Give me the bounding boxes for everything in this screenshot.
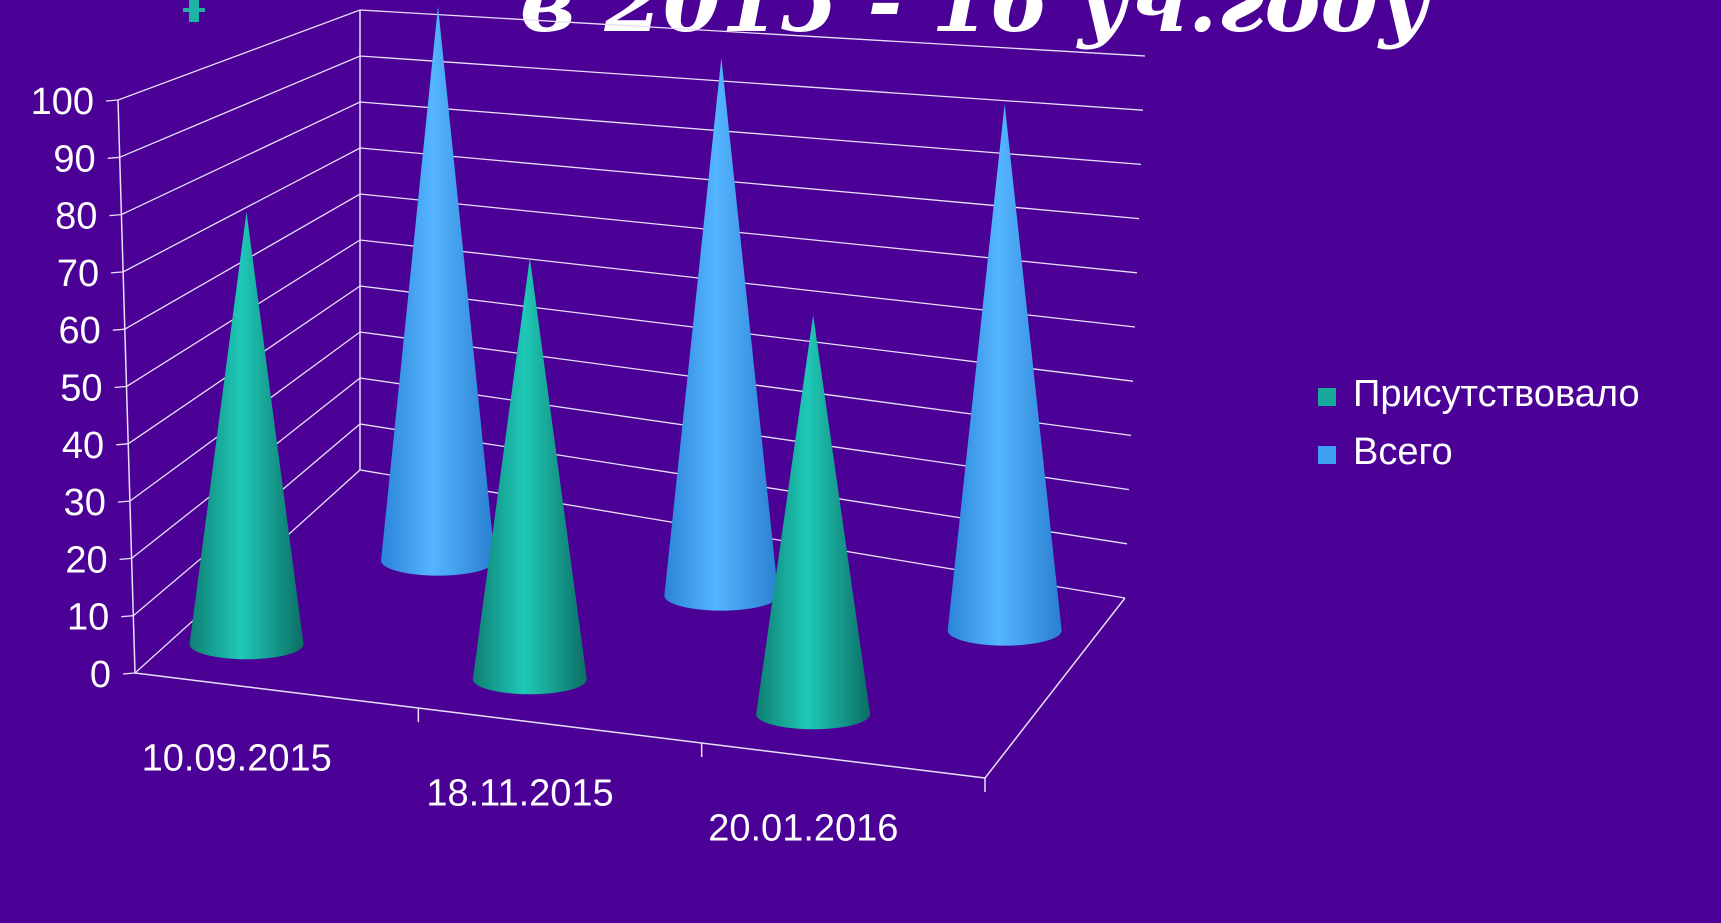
gridline [117, 9, 1146, 101]
y-tick-label: 90 [53, 138, 95, 180]
y-tick-mark [119, 557, 132, 561]
cone-mark [472, 257, 587, 695]
y-tick-label: 60 [59, 310, 101, 352]
y-tick-mark [117, 500, 130, 503]
x-tick-label: 10.09.2015 [142, 738, 332, 780]
y-axis-ticks: 0 10 20 30 40 50 60 70 80 90 100 [31, 81, 136, 696]
x-tick-label: 20.01.2016 [708, 808, 898, 850]
cone-body [381, 5, 495, 576]
gridline [122, 147, 1140, 273]
y-tick-mark [121, 615, 134, 618]
cone-body [947, 103, 1062, 646]
legend-label: Всего [1353, 431, 1453, 473]
cone-body [189, 211, 304, 660]
x-tick-label: 18.11.2015 [426, 773, 613, 815]
cone-mark [756, 314, 871, 730]
x-axis-line [134, 672, 986, 779]
cones [189, 5, 1062, 730]
y-tick-label: 70 [57, 253, 99, 295]
cone-body [664, 57, 779, 611]
cone-mark [189, 211, 304, 660]
title-bullet-marker [183, 0, 205, 22]
y-tick-mark [105, 99, 119, 102]
gridline [119, 55, 1144, 158]
gridline [121, 101, 1142, 216]
y-tick-label: 0 [90, 654, 111, 696]
cone-mark [381, 5, 495, 576]
x-axis-ticks: 10.09.2015 18.11.2015 20.01.2016 [142, 708, 986, 850]
y-tick-mark [114, 385, 127, 389]
legend-swatch [1318, 446, 1336, 464]
y-tick-label: 80 [55, 196, 97, 238]
y-tick-mark [107, 156, 120, 159]
y-tick-label: 100 [31, 81, 94, 123]
y-tick-label: 50 [60, 368, 102, 410]
y-tick-label: 40 [62, 425, 104, 467]
y-tick-mark [122, 672, 136, 675]
y-tick-mark [116, 443, 129, 446]
y-tick-label: 20 [65, 539, 107, 581]
legend-swatch [1318, 388, 1336, 406]
y-tick-label: 30 [64, 482, 106, 524]
legend-label: Присутствовало [1353, 373, 1640, 415]
y-tick-mark [111, 271, 124, 274]
cone-mark [664, 57, 779, 611]
cone-mark [947, 103, 1062, 646]
floor-right-edge [984, 597, 1126, 779]
y-tick-mark [112, 328, 125, 331]
y-tick-mark [109, 213, 122, 217]
slide-title: в 2015 - 16 уч.году [520, 0, 1430, 51]
legend: Присутствовало Всего [1318, 373, 1640, 473]
cone-body [756, 314, 871, 730]
cone-body [472, 257, 587, 695]
y-tick-label: 10 [67, 597, 109, 639]
